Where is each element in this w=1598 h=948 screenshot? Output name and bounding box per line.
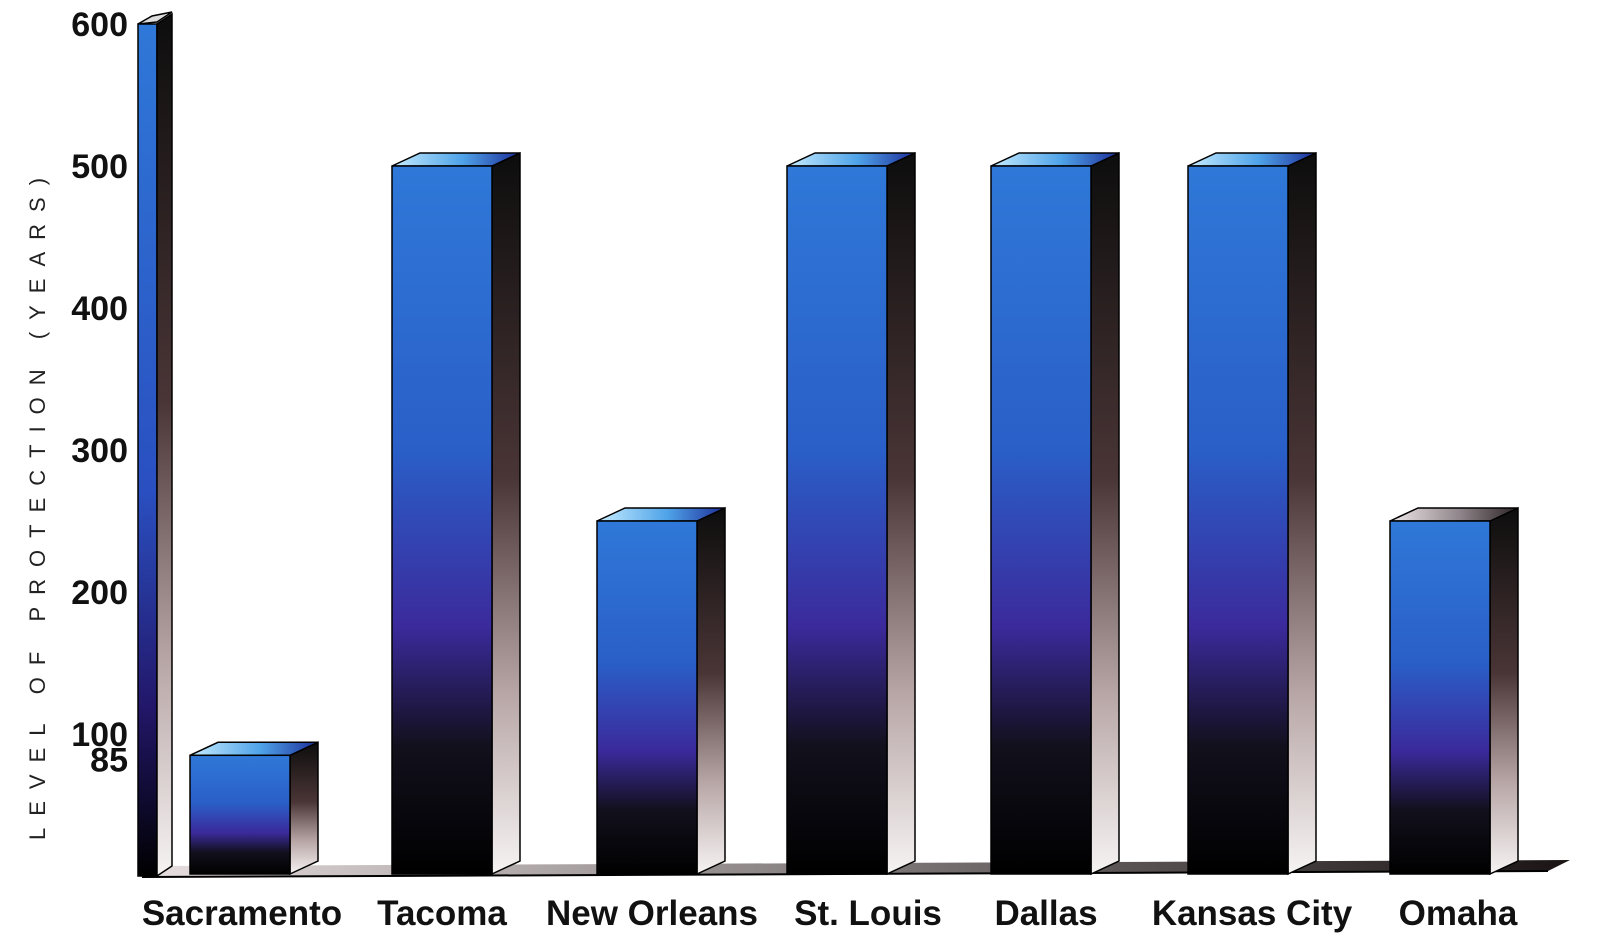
bar-front: [990, 165, 1092, 875]
bar-side: [289, 741, 319, 876]
bar-front: [786, 165, 888, 875]
y-tick-label-85: 85: [90, 741, 128, 779]
y-axis-post: [137, 11, 173, 878]
bar-front: [189, 754, 291, 875]
x-category-label: Omaha: [1399, 894, 1518, 933]
y-tick-label: 200: [71, 574, 128, 612]
bar-kansas-city: [1187, 151, 1317, 876]
x-category-label: Sacramento: [142, 894, 342, 933]
bar-front: [391, 165, 493, 875]
bar-st-louis: [786, 151, 916, 876]
axis-post-side: [156, 12, 173, 878]
bar-new-orleans: [596, 506, 726, 876]
x-category-label: Kansas City: [1152, 894, 1353, 933]
bar-side: [696, 506, 726, 876]
bar-front: [1187, 165, 1289, 875]
bar-side: [1090, 151, 1120, 876]
x-category-label: New Orleans: [546, 894, 758, 933]
x-category-label: Tacoma: [377, 894, 507, 933]
y-tick-label: 600: [71, 6, 128, 44]
y-axis-ticks: 100 200 300 400 500 600 85: [71, 6, 128, 779]
axis-post-front: [137, 23, 158, 877]
bar-side: [1287, 151, 1317, 876]
y-tick-label: 500: [71, 148, 128, 186]
bar-sacramento: [189, 741, 319, 876]
bar-dallas: [990, 151, 1120, 876]
bar-side: [1489, 506, 1519, 876]
bar-front: [1389, 520, 1491, 875]
x-axis-labels: Sacramento Tacoma New Orleans St. Louis Dall…: [142, 894, 1518, 933]
bar-omaha: [1389, 506, 1519, 876]
axis-post-cap: [137, 11, 173, 25]
bar-side: [491, 151, 521, 876]
bar-side: [886, 151, 916, 876]
y-tick-label: 400: [71, 290, 128, 328]
bar-front: [596, 520, 698, 875]
bar-tacoma: [391, 151, 521, 876]
y-tick-label: 300: [71, 432, 128, 470]
bars: [189, 151, 1519, 876]
x-category-label: Dallas: [994, 894, 1097, 933]
y-axis-label: LEVEL OF PROTECTION (YEARS): [25, 166, 50, 840]
x-category-label: St. Louis: [794, 894, 942, 933]
y-tick-label: 100: [71, 716, 128, 754]
